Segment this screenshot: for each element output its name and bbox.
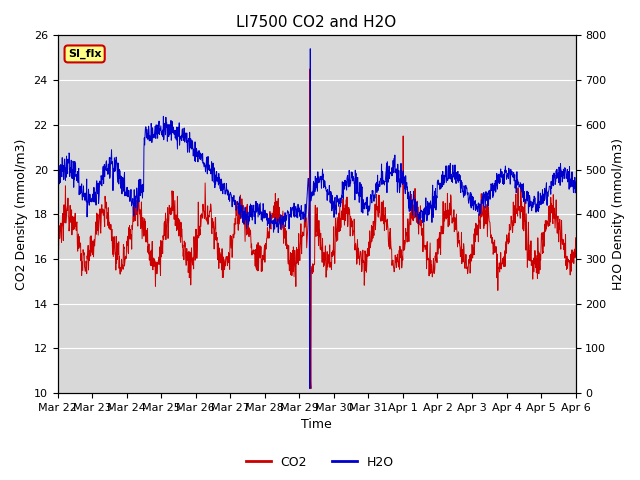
Legend: CO2, H2O: CO2, H2O [241,451,399,474]
Y-axis label: CO2 Density (mmol/m3): CO2 Density (mmol/m3) [15,139,28,290]
Text: SI_flx: SI_flx [68,49,101,59]
Y-axis label: H2O Density (mmol/m3): H2O Density (mmol/m3) [612,138,625,290]
Title: LI7500 CO2 and H2O: LI7500 CO2 and H2O [236,15,397,30]
X-axis label: Time: Time [301,419,332,432]
